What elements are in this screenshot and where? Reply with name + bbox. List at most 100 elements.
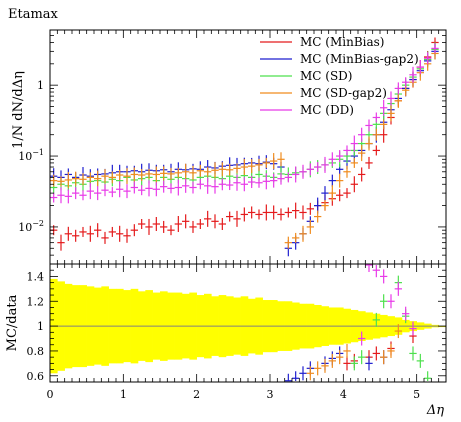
ratio-axis-ticks: 0 1 2 3 4 5 0.6 0.8 1 1.2 1.4 <box>27 264 447 401</box>
data-point <box>292 166 300 183</box>
ratio-tick-label: 1.2 <box>27 295 45 308</box>
data-point <box>248 206 256 219</box>
ratio-point <box>328 353 336 368</box>
data-point <box>79 190 87 201</box>
data-point <box>130 224 138 237</box>
ratio-point <box>380 269 388 284</box>
x-tick-label: 4 <box>340 388 347 401</box>
ratio-series-2 <box>350 275 432 381</box>
ratio-point <box>380 350 388 365</box>
data-point <box>57 234 65 251</box>
data-point <box>277 152 285 167</box>
data-point <box>284 236 292 249</box>
data-point <box>372 112 380 123</box>
data-point <box>387 91 395 106</box>
x-tick-label: 1 <box>120 388 127 401</box>
data-point <box>138 169 146 182</box>
legend-label: MC (MinBias) <box>300 35 384 49</box>
ratio-point <box>402 306 410 321</box>
ratio-point <box>336 350 344 365</box>
legend-item: MC (SD) <box>260 69 353 83</box>
data-point <box>145 168 153 179</box>
ratio-point <box>409 321 417 336</box>
data-point <box>94 186 102 201</box>
ratio-point <box>358 331 366 346</box>
data-point <box>416 60 424 75</box>
data-point <box>380 119 388 130</box>
data-point <box>431 43 439 54</box>
data-point <box>270 205 278 220</box>
data-point <box>314 162 322 173</box>
data-point <box>79 226 87 237</box>
data-point <box>116 181 124 198</box>
data-point <box>145 180 153 197</box>
data-point <box>233 174 241 191</box>
data-point <box>72 171 80 186</box>
data-point <box>204 177 212 194</box>
data-point <box>284 207 292 218</box>
legend-item: MC (MinBias) <box>260 35 384 49</box>
data-point <box>424 52 432 65</box>
data-point <box>101 184 109 197</box>
data-point <box>50 192 58 203</box>
data-point <box>240 159 248 176</box>
x-axis-label: Δη <box>426 403 444 418</box>
data-point <box>284 172 292 183</box>
ratio-axis-label: MC/data <box>5 294 20 351</box>
data-point <box>57 187 65 204</box>
data-point <box>94 223 102 238</box>
ratio-point <box>299 366 307 381</box>
data-point <box>233 163 241 174</box>
series-0 <box>50 37 439 251</box>
data-point <box>152 182 160 197</box>
legend-item: MC (MinBias-gap2) <box>260 52 419 66</box>
main-panel: 10−2 10−1 1 <box>18 29 447 265</box>
x-tick-label: 5 <box>413 388 420 401</box>
ratio-panel: 0 1 2 3 4 5 0.6 0.8 1 1.2 1.4 <box>27 263 447 401</box>
data-point <box>380 99 388 116</box>
data-point <box>314 210 322 223</box>
data-point <box>299 205 307 220</box>
data-point <box>130 181 138 194</box>
ratio-point <box>321 358 329 373</box>
data-point <box>152 217 160 232</box>
data-point <box>182 214 190 229</box>
data-point <box>328 174 336 187</box>
ratio-series-4 <box>358 264 417 346</box>
data-point <box>350 157 358 168</box>
data-point <box>86 225 94 242</box>
data-point <box>336 173 344 188</box>
data-point <box>196 179 204 190</box>
data-point <box>394 82 402 95</box>
ratio-series-1 <box>284 346 388 382</box>
ratio-tick-label: 0.8 <box>27 345 45 358</box>
data-point <box>306 219 314 234</box>
data-point <box>79 173 87 186</box>
x-tick-label: 0 <box>47 388 54 401</box>
ratio-point <box>365 356 373 371</box>
legend-label: MC (DD) <box>300 103 354 117</box>
data-point <box>167 225 175 236</box>
data-point <box>321 156 329 173</box>
x-tick-label: 3 <box>267 388 274 401</box>
data-point <box>292 202 300 219</box>
ratio-point <box>372 312 380 327</box>
series-1 <box>50 43 439 257</box>
data-point <box>189 181 197 194</box>
legend-label: MC (SD-gap2) <box>300 86 387 100</box>
series-4 <box>50 43 439 204</box>
data-point <box>336 150 344 163</box>
data-point <box>262 157 270 168</box>
data-point <box>358 145 366 162</box>
ratio-tick-label: 0.6 <box>27 370 45 383</box>
legend-label: MC (MinBias-gap2) <box>300 52 419 66</box>
data-point <box>160 220 168 233</box>
data-point <box>174 167 182 178</box>
data-point <box>174 216 182 233</box>
data-point <box>174 179 182 196</box>
ratio-data-points <box>284 264 432 382</box>
ratio-tick-label: 1 <box>37 320 44 333</box>
data-point <box>116 225 124 242</box>
ratio-point <box>416 353 424 368</box>
ratio-point <box>394 281 402 296</box>
